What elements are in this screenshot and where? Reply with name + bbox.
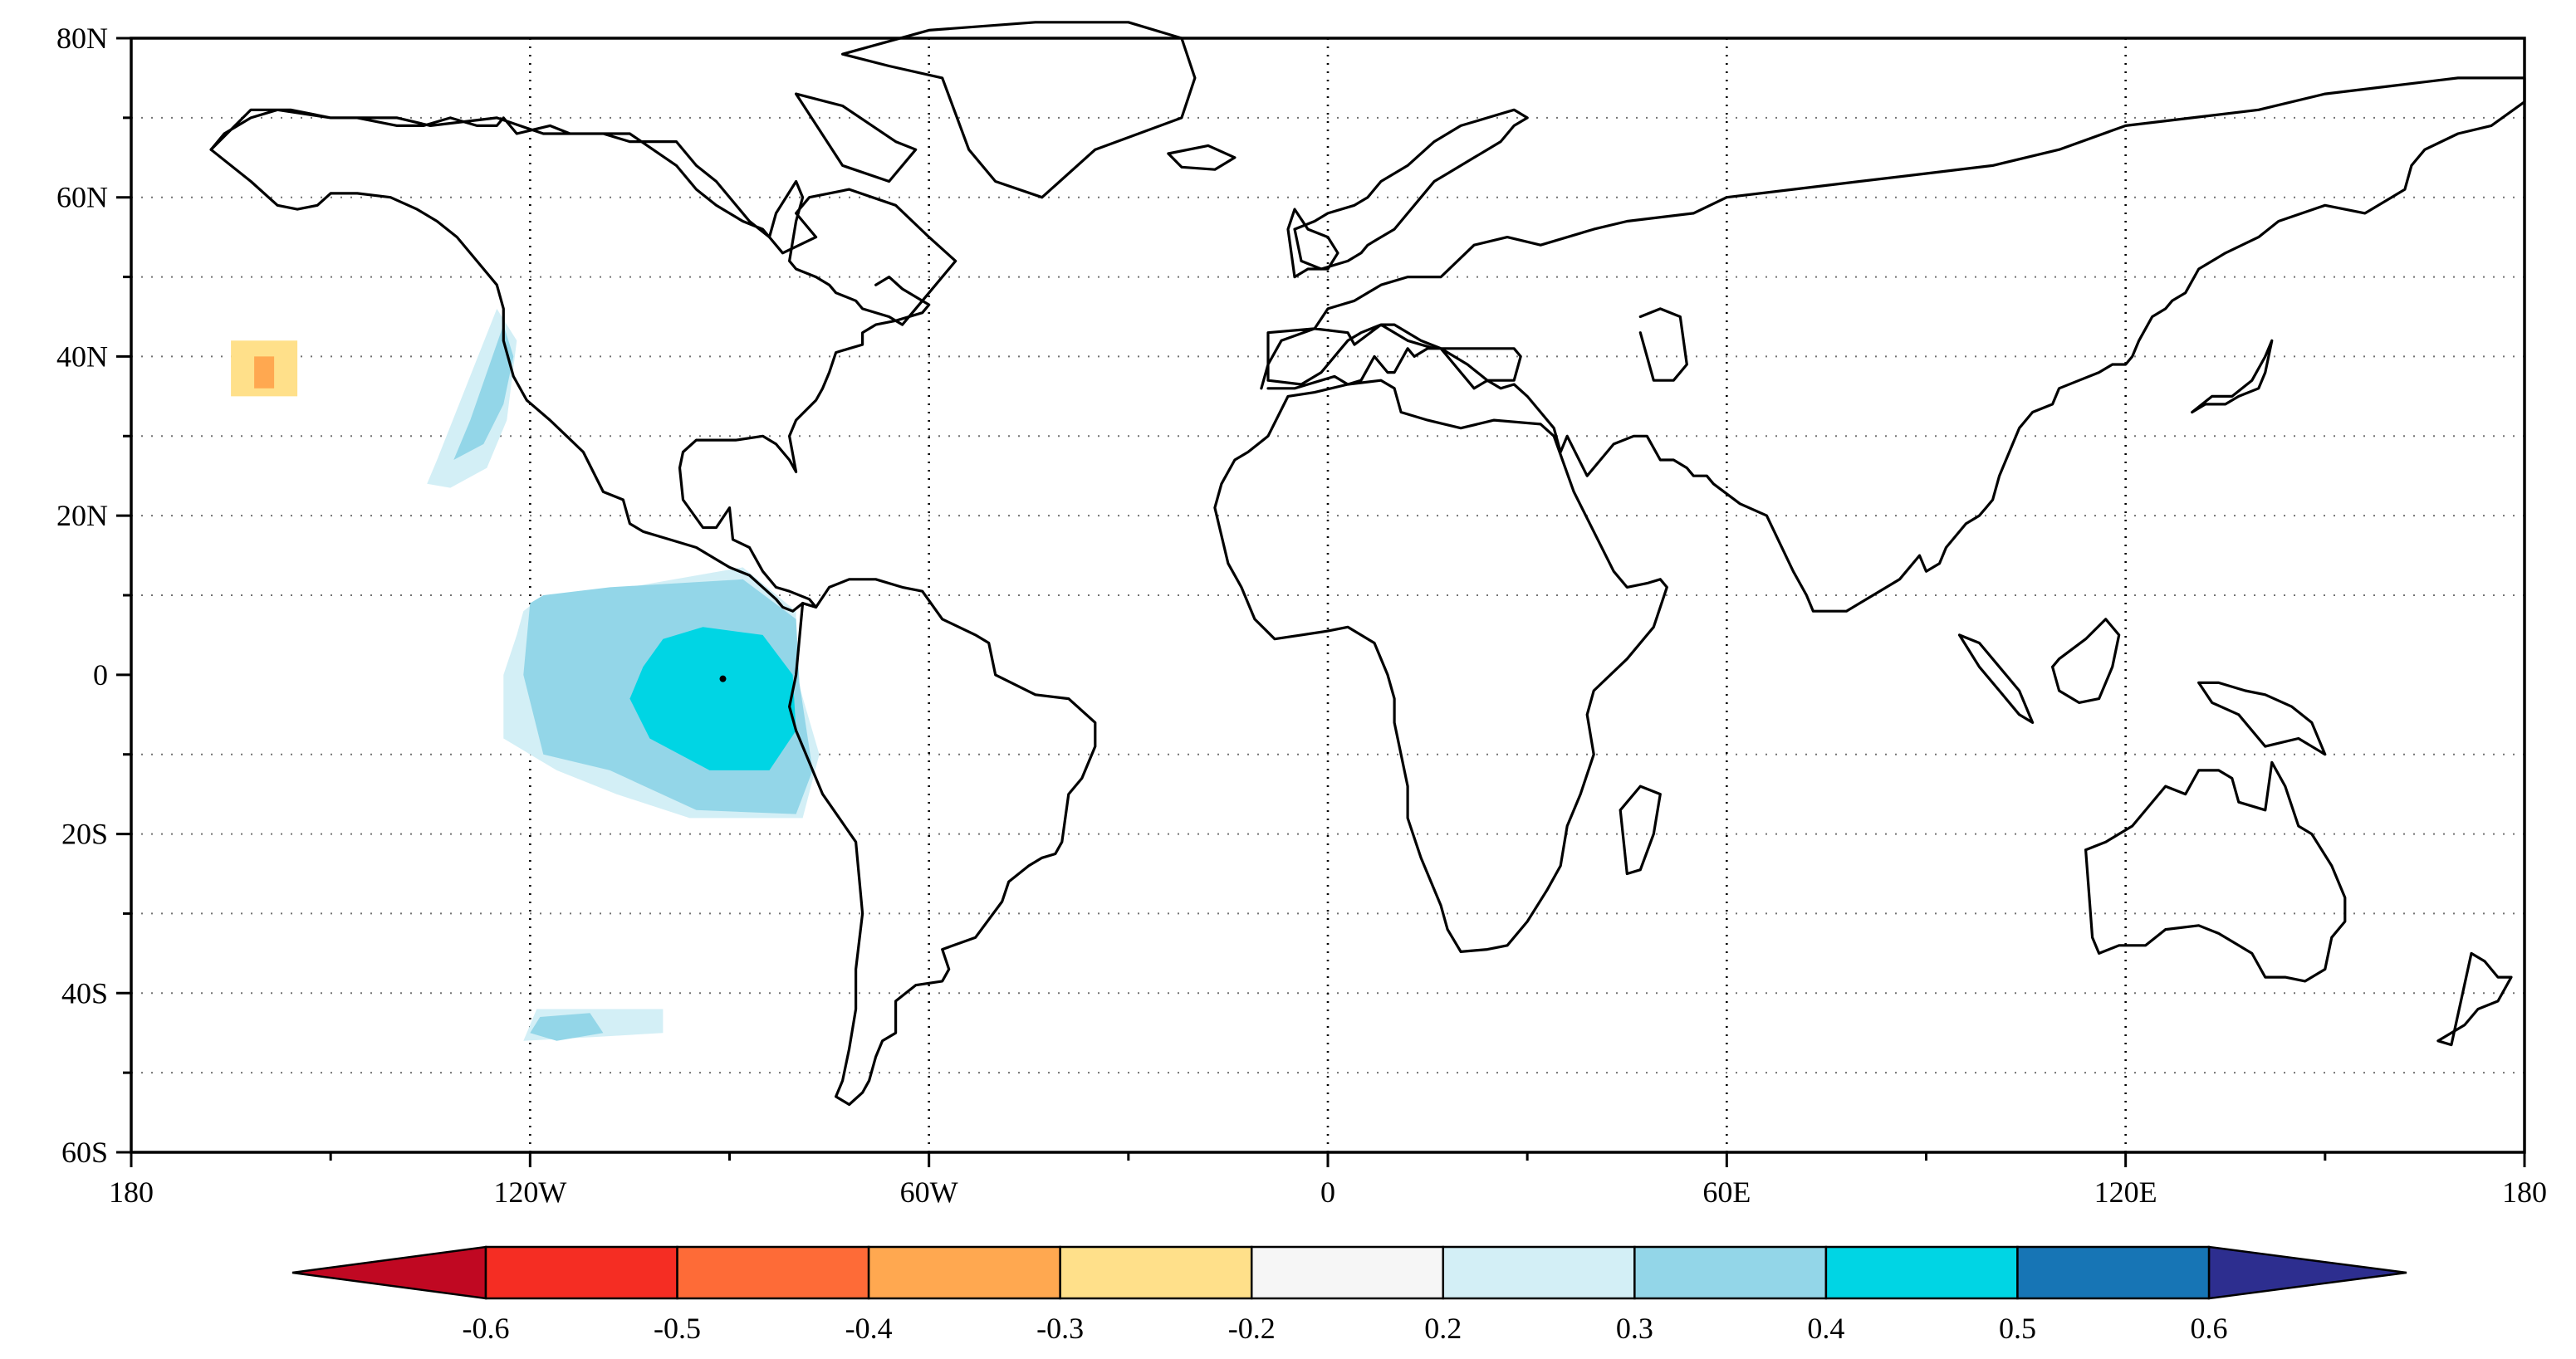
uk-ireland-coastline bbox=[1286, 208, 1339, 279]
madagascar-coastline bbox=[1619, 785, 1662, 876]
colorbar-label: -0.5 bbox=[654, 1312, 701, 1345]
iceland-coastline bbox=[1167, 144, 1237, 171]
colorbar-label: 0.3 bbox=[1616, 1312, 1653, 1345]
new-zealand-coastline bbox=[2436, 951, 2513, 1047]
y-tick-label: 20N bbox=[56, 499, 108, 532]
africa-coastline bbox=[1213, 379, 1668, 954]
europe-north-coastline bbox=[1293, 108, 1529, 271]
colorbar-label: 0.4 bbox=[1807, 1312, 1844, 1345]
indonesia-sumatra-coastline bbox=[1957, 633, 2035, 725]
colorbar-label: 0.6 bbox=[2191, 1312, 2228, 1345]
colorbar-bin bbox=[1824, 1245, 2019, 1300]
y-tick-label: 80N bbox=[56, 22, 108, 55]
colorbar-left-extension bbox=[291, 1245, 487, 1300]
greenland-coastline bbox=[840, 21, 1197, 199]
colorbar-bin bbox=[484, 1245, 678, 1300]
colorbar-bin bbox=[1250, 1245, 1445, 1300]
north-america-west-coast-coastline bbox=[209, 148, 805, 613]
y-tick-label: 40N bbox=[56, 340, 108, 373]
x-tick-label: 60E bbox=[1702, 1176, 1751, 1209]
colorbar-label: -0.3 bbox=[1036, 1312, 1084, 1345]
x-tick-label: 180 bbox=[109, 1176, 154, 1209]
eurasia-coastline bbox=[1260, 76, 2526, 613]
shaded-regions bbox=[231, 308, 820, 1041]
new-guinea-coastline bbox=[2197, 681, 2327, 756]
x-tick-label: 120W bbox=[493, 1176, 566, 1209]
colorbar: -0.6 -0.5 -0.4 -0.3 -0.2 0.2 0.3 0.4 0.5 0.6 bbox=[291, 1245, 2407, 1345]
south-america-coastline bbox=[787, 578, 1097, 1107]
y-tick-label: 60N bbox=[56, 181, 108, 214]
y-tick-label: 20S bbox=[61, 818, 108, 851]
south-pacific-positive-inner-shade bbox=[530, 1013, 604, 1041]
gridlines bbox=[131, 38, 2525, 1152]
australia-coastline bbox=[2084, 760, 2347, 983]
x-tick-label: 180 bbox=[2502, 1176, 2547, 1209]
colorbar-right-extension bbox=[2207, 1245, 2407, 1300]
north-america-coastline bbox=[209, 108, 957, 326]
colorbar-bin bbox=[1633, 1245, 1828, 1300]
colorbar-bin bbox=[867, 1245, 1061, 1300]
tropical-pacific-positive-core-shade bbox=[629, 627, 796, 770]
colorbar-label: -0.2 bbox=[1228, 1312, 1276, 1345]
indonesia-borneo-coastline bbox=[2051, 618, 2121, 705]
colorbar-bin bbox=[2016, 1245, 2211, 1300]
coastlines bbox=[209, 21, 2526, 1107]
colorbar-label: 0.5 bbox=[1999, 1312, 2036, 1345]
baffin-island-coastline bbox=[794, 92, 918, 183]
y-tick-label: 40S bbox=[61, 976, 108, 1009]
north-america-east-coast-coastline bbox=[678, 276, 931, 609]
y-tick-label: 60S bbox=[61, 1136, 108, 1169]
japan-coastline bbox=[2191, 339, 2274, 414]
caspian-sea-coastline bbox=[1638, 307, 1688, 382]
colorbar-bin bbox=[1059, 1245, 1253, 1300]
x-tick-label: 0 bbox=[1320, 1176, 1335, 1209]
x-tick-label: 60W bbox=[900, 1176, 958, 1209]
colorbar-bin bbox=[676, 1245, 870, 1300]
x-tick-label: 120E bbox=[2094, 1176, 2157, 1209]
north-pacific-negative-core-shade bbox=[254, 356, 275, 389]
colorbar-label: 0.2 bbox=[1424, 1312, 1462, 1345]
colorbar-bin bbox=[1442, 1245, 1636, 1300]
y-tick-label: 0 bbox=[93, 658, 108, 692]
colorbar-label: -0.4 bbox=[845, 1312, 893, 1345]
galapagos-island bbox=[719, 675, 727, 682]
california-coast-positive-inner-shade bbox=[453, 325, 514, 460]
colorbar-label: -0.6 bbox=[463, 1312, 510, 1345]
